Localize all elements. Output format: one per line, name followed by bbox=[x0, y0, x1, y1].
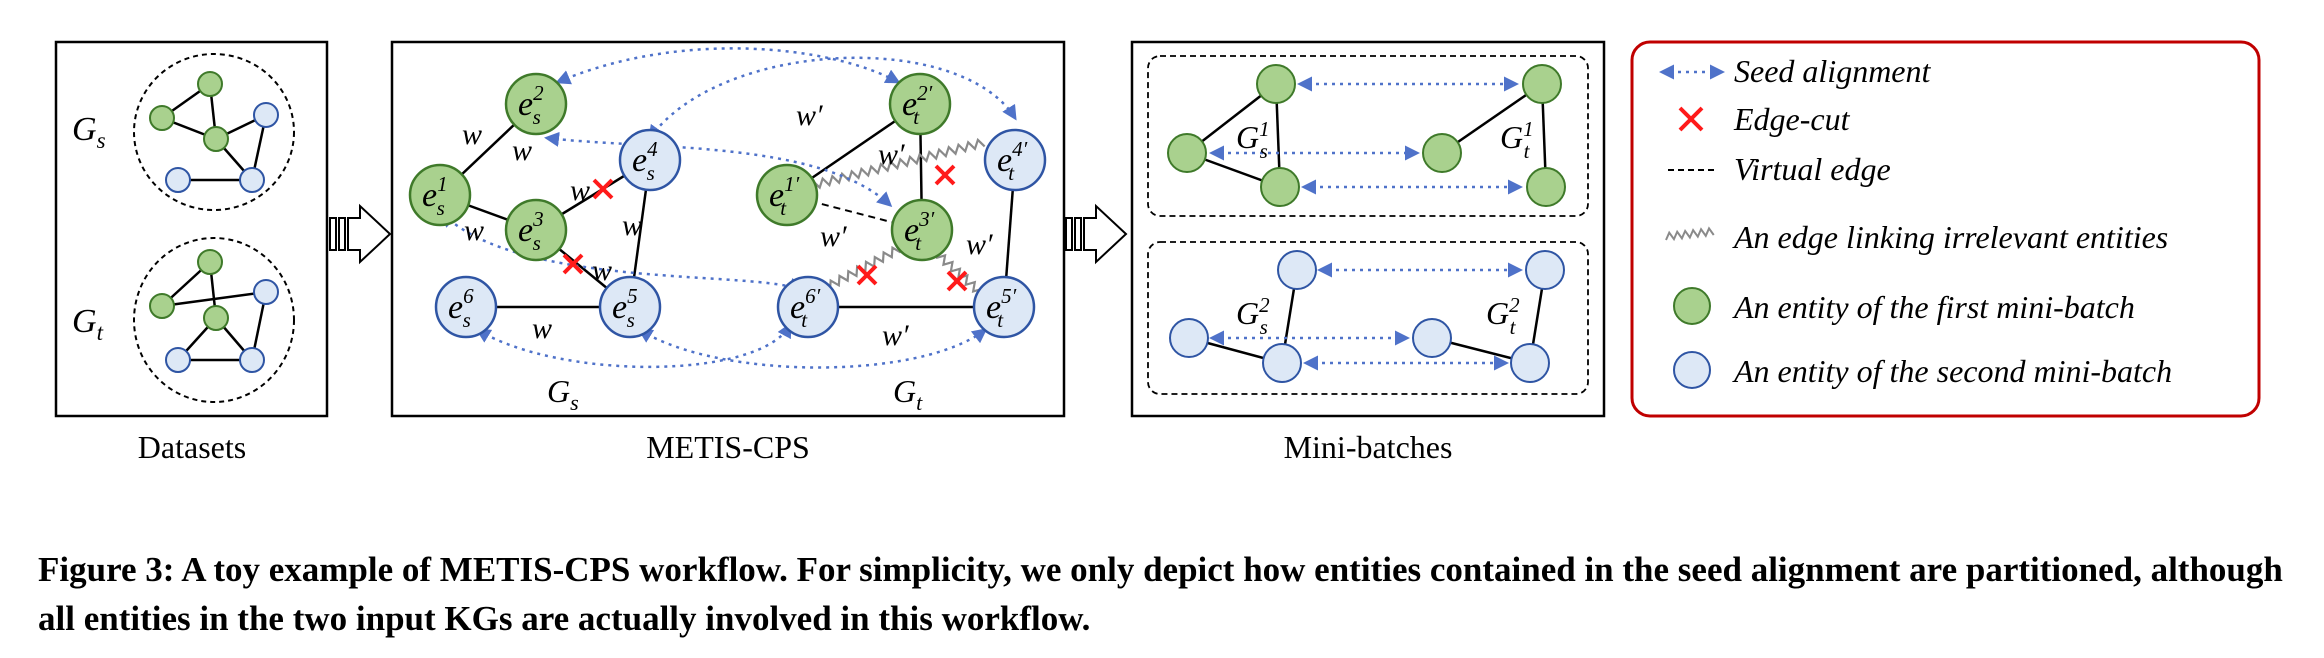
edge-weight: w bbox=[462, 118, 482, 151]
entity-label: e3 s bbox=[518, 207, 544, 255]
entity-label: e4′ t bbox=[997, 137, 1028, 185]
legend-edge-cut: Edge-cut bbox=[1678, 101, 1851, 137]
datasets-gs-label: Gs bbox=[72, 111, 106, 153]
edge-weight: w bbox=[592, 254, 612, 287]
edge-weight: w′ bbox=[966, 228, 993, 261]
entity-label: e1′ t bbox=[769, 172, 800, 220]
entity-label: e2′ t bbox=[902, 81, 933, 129]
entity-et6: e6′ t bbox=[776, 275, 840, 339]
entity-es4: e4 s bbox=[618, 128, 682, 192]
entity-es2: e2 s bbox=[504, 72, 568, 136]
metis-gt-label: Gt bbox=[893, 373, 923, 415]
edge-weight: w bbox=[622, 209, 642, 242]
datasets-panel: Gs Gt Datasets bbox=[54, 40, 329, 465]
workflow-figure: Gs Gt Datasets bbox=[54, 40, 2261, 465]
metis-label: METIS-CPS bbox=[646, 429, 810, 465]
legend-seed-alignment: Seed alignment bbox=[1659, 53, 1932, 89]
batch2-gt-label: G2 t bbox=[1486, 293, 1520, 339]
legend-second-batch-text: An entity of the second mini-batch bbox=[1732, 353, 2172, 389]
entity-label: e6 s bbox=[448, 284, 474, 332]
legend-second-batch: An entity of the second mini-batch bbox=[1673, 351, 2172, 389]
entity-label: e5′ t bbox=[986, 284, 1017, 332]
entity-label: e6′ t bbox=[790, 284, 821, 332]
legend-irrelevant-edge: An edge linking irrelevant entities bbox=[1665, 219, 2168, 255]
entity-label: e5 s bbox=[612, 284, 638, 332]
entity-et3: e3′ t bbox=[890, 198, 954, 262]
legend-first-batch-text: An entity of the first mini-batch bbox=[1732, 289, 2135, 325]
datasets-gt-label: Gt bbox=[72, 303, 104, 345]
legend-virtual-edge: Virtual edge bbox=[1668, 151, 1891, 187]
metis-panel: w w w w w w w w′ w′ w′ w′ w′ e1 s e2 s e3 s e4… bbox=[390, 40, 1066, 465]
entity-es6: e6 s bbox=[434, 275, 498, 339]
entity-label: e1 s bbox=[422, 172, 448, 220]
legend-irrelevant-edge-text: An edge linking irrelevant entities bbox=[1732, 219, 2168, 255]
edge-weight: w bbox=[570, 174, 590, 207]
batch2-gs-label: G2 s bbox=[1236, 293, 1270, 339]
datasets-label: Datasets bbox=[138, 429, 246, 465]
edge-weight: w′ bbox=[796, 99, 823, 132]
minibatches-panel: G1 s G1 t G2 s G2 t Mini-batches bbox=[1130, 40, 1606, 465]
edge-weight: w′ bbox=[882, 319, 909, 352]
edge-weight: w bbox=[512, 134, 532, 167]
edge-weight: w bbox=[464, 214, 484, 247]
flow-arrow-1 bbox=[329, 203, 392, 265]
batch1-gt-label: G1 t bbox=[1500, 117, 1534, 163]
legend-first-batch: An entity of the first mini-batch bbox=[1673, 287, 2135, 325]
edge-weight: w′ bbox=[820, 220, 847, 253]
legend: Seed alignment Edge-cut Virtual edge An … bbox=[1630, 40, 2261, 418]
entity-et1: e1′ t bbox=[755, 163, 819, 227]
entity-es3: e3 s bbox=[504, 198, 568, 262]
metis-gs-label: Gs bbox=[547, 373, 579, 415]
entity-label: e2 s bbox=[518, 81, 544, 129]
flow-arrow-2 bbox=[1065, 203, 1128, 265]
entity-es5: e5 s bbox=[598, 275, 662, 339]
entity-label: e4 s bbox=[632, 137, 658, 185]
edge-weight: w bbox=[532, 312, 552, 345]
entity-label: e3′ t bbox=[904, 207, 935, 255]
entity-es1: e1 s bbox=[408, 163, 472, 227]
legend-virtual-edge-text: Virtual edge bbox=[1734, 151, 1891, 187]
legend-edge-cut-text: Edge-cut bbox=[1733, 101, 1851, 137]
entity-et5: e5′ t bbox=[972, 275, 1036, 339]
batch1-gs-label: G1 s bbox=[1236, 117, 1270, 163]
entity-et4: e4′ t bbox=[983, 128, 1047, 192]
figure-caption: Figure 3: A toy example of METIS-CPS wor… bbox=[38, 550, 2283, 638]
entity-et2: e2′ t bbox=[888, 72, 952, 136]
legend-seed-alignment-text: Seed alignment bbox=[1734, 53, 1932, 89]
minibatches-label: Mini-batches bbox=[1284, 429, 1453, 465]
edge-weight: w′ bbox=[878, 138, 905, 171]
